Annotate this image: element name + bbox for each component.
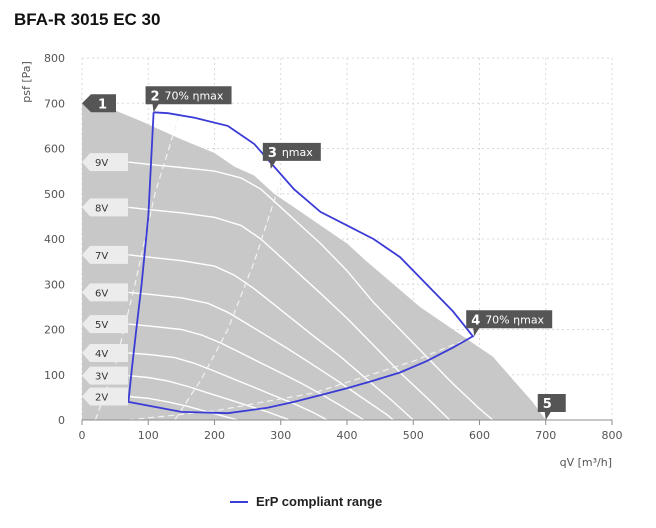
x-tick-label: 700 [535,429,556,442]
voltage-label-6V: 6V [82,283,128,302]
voltage-curve-4V [128,352,328,421]
operating-area-fill [82,103,546,421]
x-axis-label: qV [m³/h] [560,456,612,469]
voltage-label-text: 5V [95,320,108,331]
voltage-curve-9V [128,161,494,421]
y-tick-label: 600 [44,143,65,156]
voltage-label-text: 8V [95,203,108,214]
voltage-label-text: 3V [95,372,108,383]
voltage-label-5V: 5V [82,315,128,334]
marker-box [466,310,553,337]
voltage-label-box [82,315,128,334]
x-tick-label: 800 [602,429,623,442]
marker-number: 4 [471,313,480,328]
marker-number: 1 [98,97,107,112]
efficiency-line-1 [94,107,182,421]
marker-number: 3 [268,146,277,161]
y-tick-label: 400 [44,233,65,246]
chart-title: BFA-R 3015 EC 30 [14,10,161,29]
y-tick-label: 300 [44,278,65,291]
voltage-label-text: 7V [95,251,108,262]
x-tick-label: 0 [79,429,86,442]
voltage-curve-5V [128,323,365,421]
marker-number: 2 [151,89,160,104]
efficiency-line-2 [174,180,282,421]
marker-box [82,94,116,113]
y-tick-label: 700 [44,97,65,110]
voltage-label-2V: 2V [82,387,128,406]
x-tick-label: 200 [204,429,225,442]
x-tick-label: 600 [469,429,490,442]
operating-area [82,103,546,421]
voltage-label-box [82,245,128,264]
x-tick-label: 400 [337,429,358,442]
voltage-curve-2V [128,395,238,421]
marker-label: 70% ηmax [485,313,544,326]
y-tick-label: 500 [44,188,65,201]
marker-4: 4 70% ηmax [466,310,553,337]
legend-line-swatch [230,500,248,503]
voltage-curve-8V [128,206,451,421]
y-axis-label: psf [Pa] [20,61,33,103]
voltage-label-text: 4V [95,349,108,360]
marker-box [262,142,321,169]
x-tick-label: 100 [138,429,159,442]
legend[interactable]: ErP compliant range [230,494,382,509]
voltage-curves [128,161,494,421]
voltage-label-box [82,198,128,217]
voltage-label-box [82,366,128,385]
voltage-curve-7V [128,254,414,421]
efficiency-lines [94,107,480,421]
voltage-label-8V: 8V [82,198,128,217]
voltage-label-4V: 4V [82,344,128,363]
marker-label: 70% ηmax [165,89,224,102]
voltage-label-box [82,387,128,406]
marker-2: 2 70% ηmax [145,86,232,113]
voltage-label-text: 9V [95,158,108,169]
voltage-curve-6V [128,291,394,421]
y-tick-label: 200 [44,324,65,337]
y-tick-label: 0 [58,414,65,427]
voltage-label-7V: 7V [82,245,128,264]
marker-number: 5 [543,397,552,412]
marker-3: 3 ηmax [262,142,321,169]
x-tick-label: 300 [270,429,291,442]
voltage-label-9V: 9V [82,153,128,172]
legend-label: ErP compliant range [256,494,383,509]
voltage-label-box [82,153,128,172]
voltage-label-text: 6V [95,288,108,299]
efficiency-line-3 [128,333,480,421]
voltage-curve-3V [128,375,290,421]
voltage-label-3V: 3V [82,366,128,385]
voltage-labels: 9V 8V 7V 6V 5V 4V 3V 2V [82,153,128,406]
voltage-label-text: 2V [95,392,108,403]
voltage-label-box [82,344,128,363]
y-tick-label: 100 [44,369,65,382]
marker-label: ηmax [282,146,313,159]
marker-box [537,394,566,420]
y-tick-label: 800 [44,52,65,65]
x-tick-label: 500 [403,429,424,442]
voltage-label-box [82,283,128,302]
axes: 0 100 200 300 400 500 600 700 800 0 100 200 300 400 50… [44,52,623,442]
marker-1: 1 [82,94,116,113]
marker-5: 5 [537,394,566,420]
marker-box [145,86,232,113]
marker-tags: 1 2 70% ηmax 3 ηmax 4 70% ηmax 5 [82,86,566,420]
